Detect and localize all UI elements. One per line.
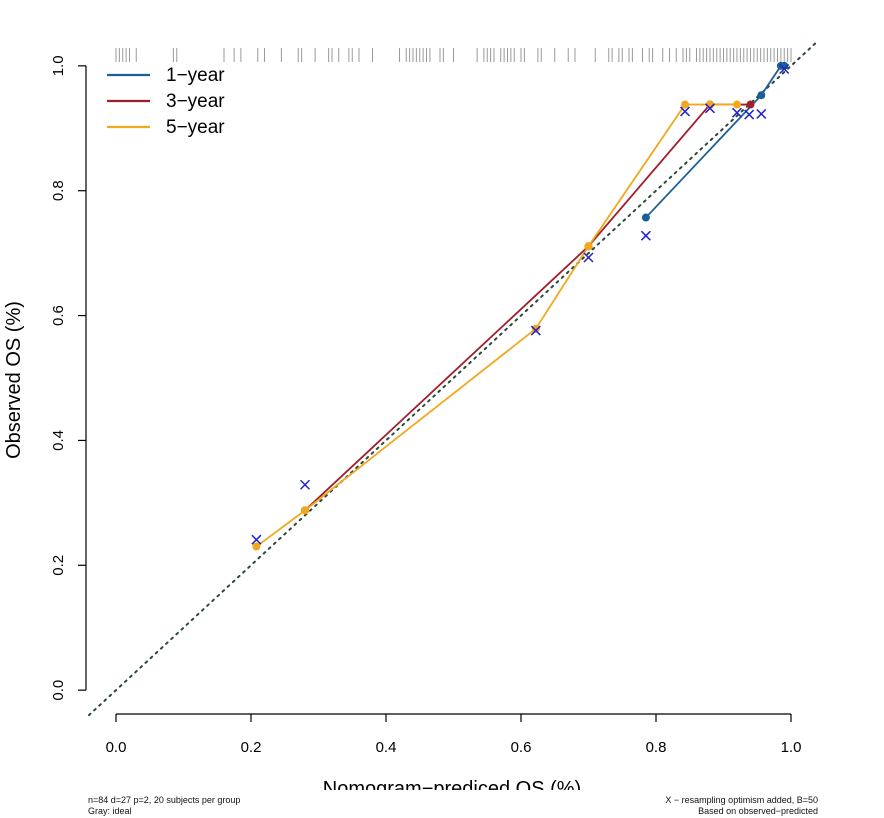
footnote-right: X − resampling optimism added, B=50 Base… xyxy=(665,795,818,817)
series-3-point-4 xyxy=(681,100,690,109)
series-2-point-3 xyxy=(746,100,755,109)
resampled-crosses xyxy=(251,63,790,545)
legend-label-1: 1−year xyxy=(166,65,225,86)
cross-mark-3 xyxy=(583,252,594,263)
series-lines xyxy=(252,61,789,551)
series-3-point-1 xyxy=(301,506,309,515)
series-3-point-2 xyxy=(531,324,540,333)
x-tick-label-4: 0.8 xyxy=(646,739,667,756)
cross-mark-2 xyxy=(530,325,541,336)
legend-label-2: 3−year xyxy=(166,91,225,112)
calibration-plot: 0.0 0.2 0.4 0.6 0.8 1.0 Nomogram−prediced OS (… xyxy=(3,39,819,790)
series-line-2 xyxy=(304,103,751,512)
cross-mark-9 xyxy=(756,108,767,119)
x-tick-label-2: 0.4 xyxy=(376,739,397,756)
legend-label-3: 5−year xyxy=(166,117,225,138)
footnote-basis: Based on observed−predicted xyxy=(698,806,818,816)
footnote-ideal: Gray: ideal xyxy=(88,806,132,816)
x-tick-label-1: 0.2 xyxy=(241,739,262,756)
series-line-3 xyxy=(255,103,737,548)
series-3-point-6 xyxy=(733,100,741,109)
x-tick-label-5: 1.0 xyxy=(781,739,802,756)
ideal-line xyxy=(88,39,819,717)
cross-mark-6 xyxy=(704,103,716,114)
y-tick-label-5: 1.0 xyxy=(50,55,67,76)
ideal-diagonal-line xyxy=(88,39,819,717)
x-axis-label: Nomogram−prediced OS (%) xyxy=(323,778,581,790)
series-1-point-1 xyxy=(757,91,766,100)
footnote-summary: n=84 d=27 p=2, 20 subjects per group xyxy=(88,795,241,805)
cross-mark-8 xyxy=(744,109,755,120)
cross-mark-10 xyxy=(779,63,790,75)
y-tick-label-0: 0.0 xyxy=(50,680,67,701)
axes: 0.0 0.2 0.4 0.6 0.8 1.0 Nomogram−prediced OS (… xyxy=(3,55,801,790)
cross-mark-4 xyxy=(640,230,651,241)
footnote-left: n=84 d=27 p=2, 20 subjects per group Gra… xyxy=(88,795,240,817)
rug-marks xyxy=(115,48,792,62)
y-tick-label-1: 0.2 xyxy=(50,555,67,576)
y-tick-label-2: 0.4 xyxy=(50,430,67,451)
legend: 1−year 3−year 5−year xyxy=(107,65,225,138)
cross-mark-5 xyxy=(679,106,691,117)
y-tick-label-3: 0.6 xyxy=(50,305,67,326)
y-tick-label-4: 0.8 xyxy=(50,180,67,201)
cross-mark-7 xyxy=(731,107,743,118)
series-3-point-0 xyxy=(252,542,261,551)
y-axis-label: Observed OS (%) xyxy=(3,301,25,459)
series-1-point-0 xyxy=(641,213,650,222)
x-tick-label-3: 0.6 xyxy=(511,739,532,756)
cross-mark-0 xyxy=(251,534,262,545)
footnote-resampling: X − resampling optimism added, B=50 xyxy=(665,795,818,805)
cross-mark-1 xyxy=(299,479,311,490)
series-line-1 xyxy=(645,64,785,219)
x-tick-label-0: 0.0 xyxy=(106,739,127,756)
series-3-point-3 xyxy=(584,242,593,251)
